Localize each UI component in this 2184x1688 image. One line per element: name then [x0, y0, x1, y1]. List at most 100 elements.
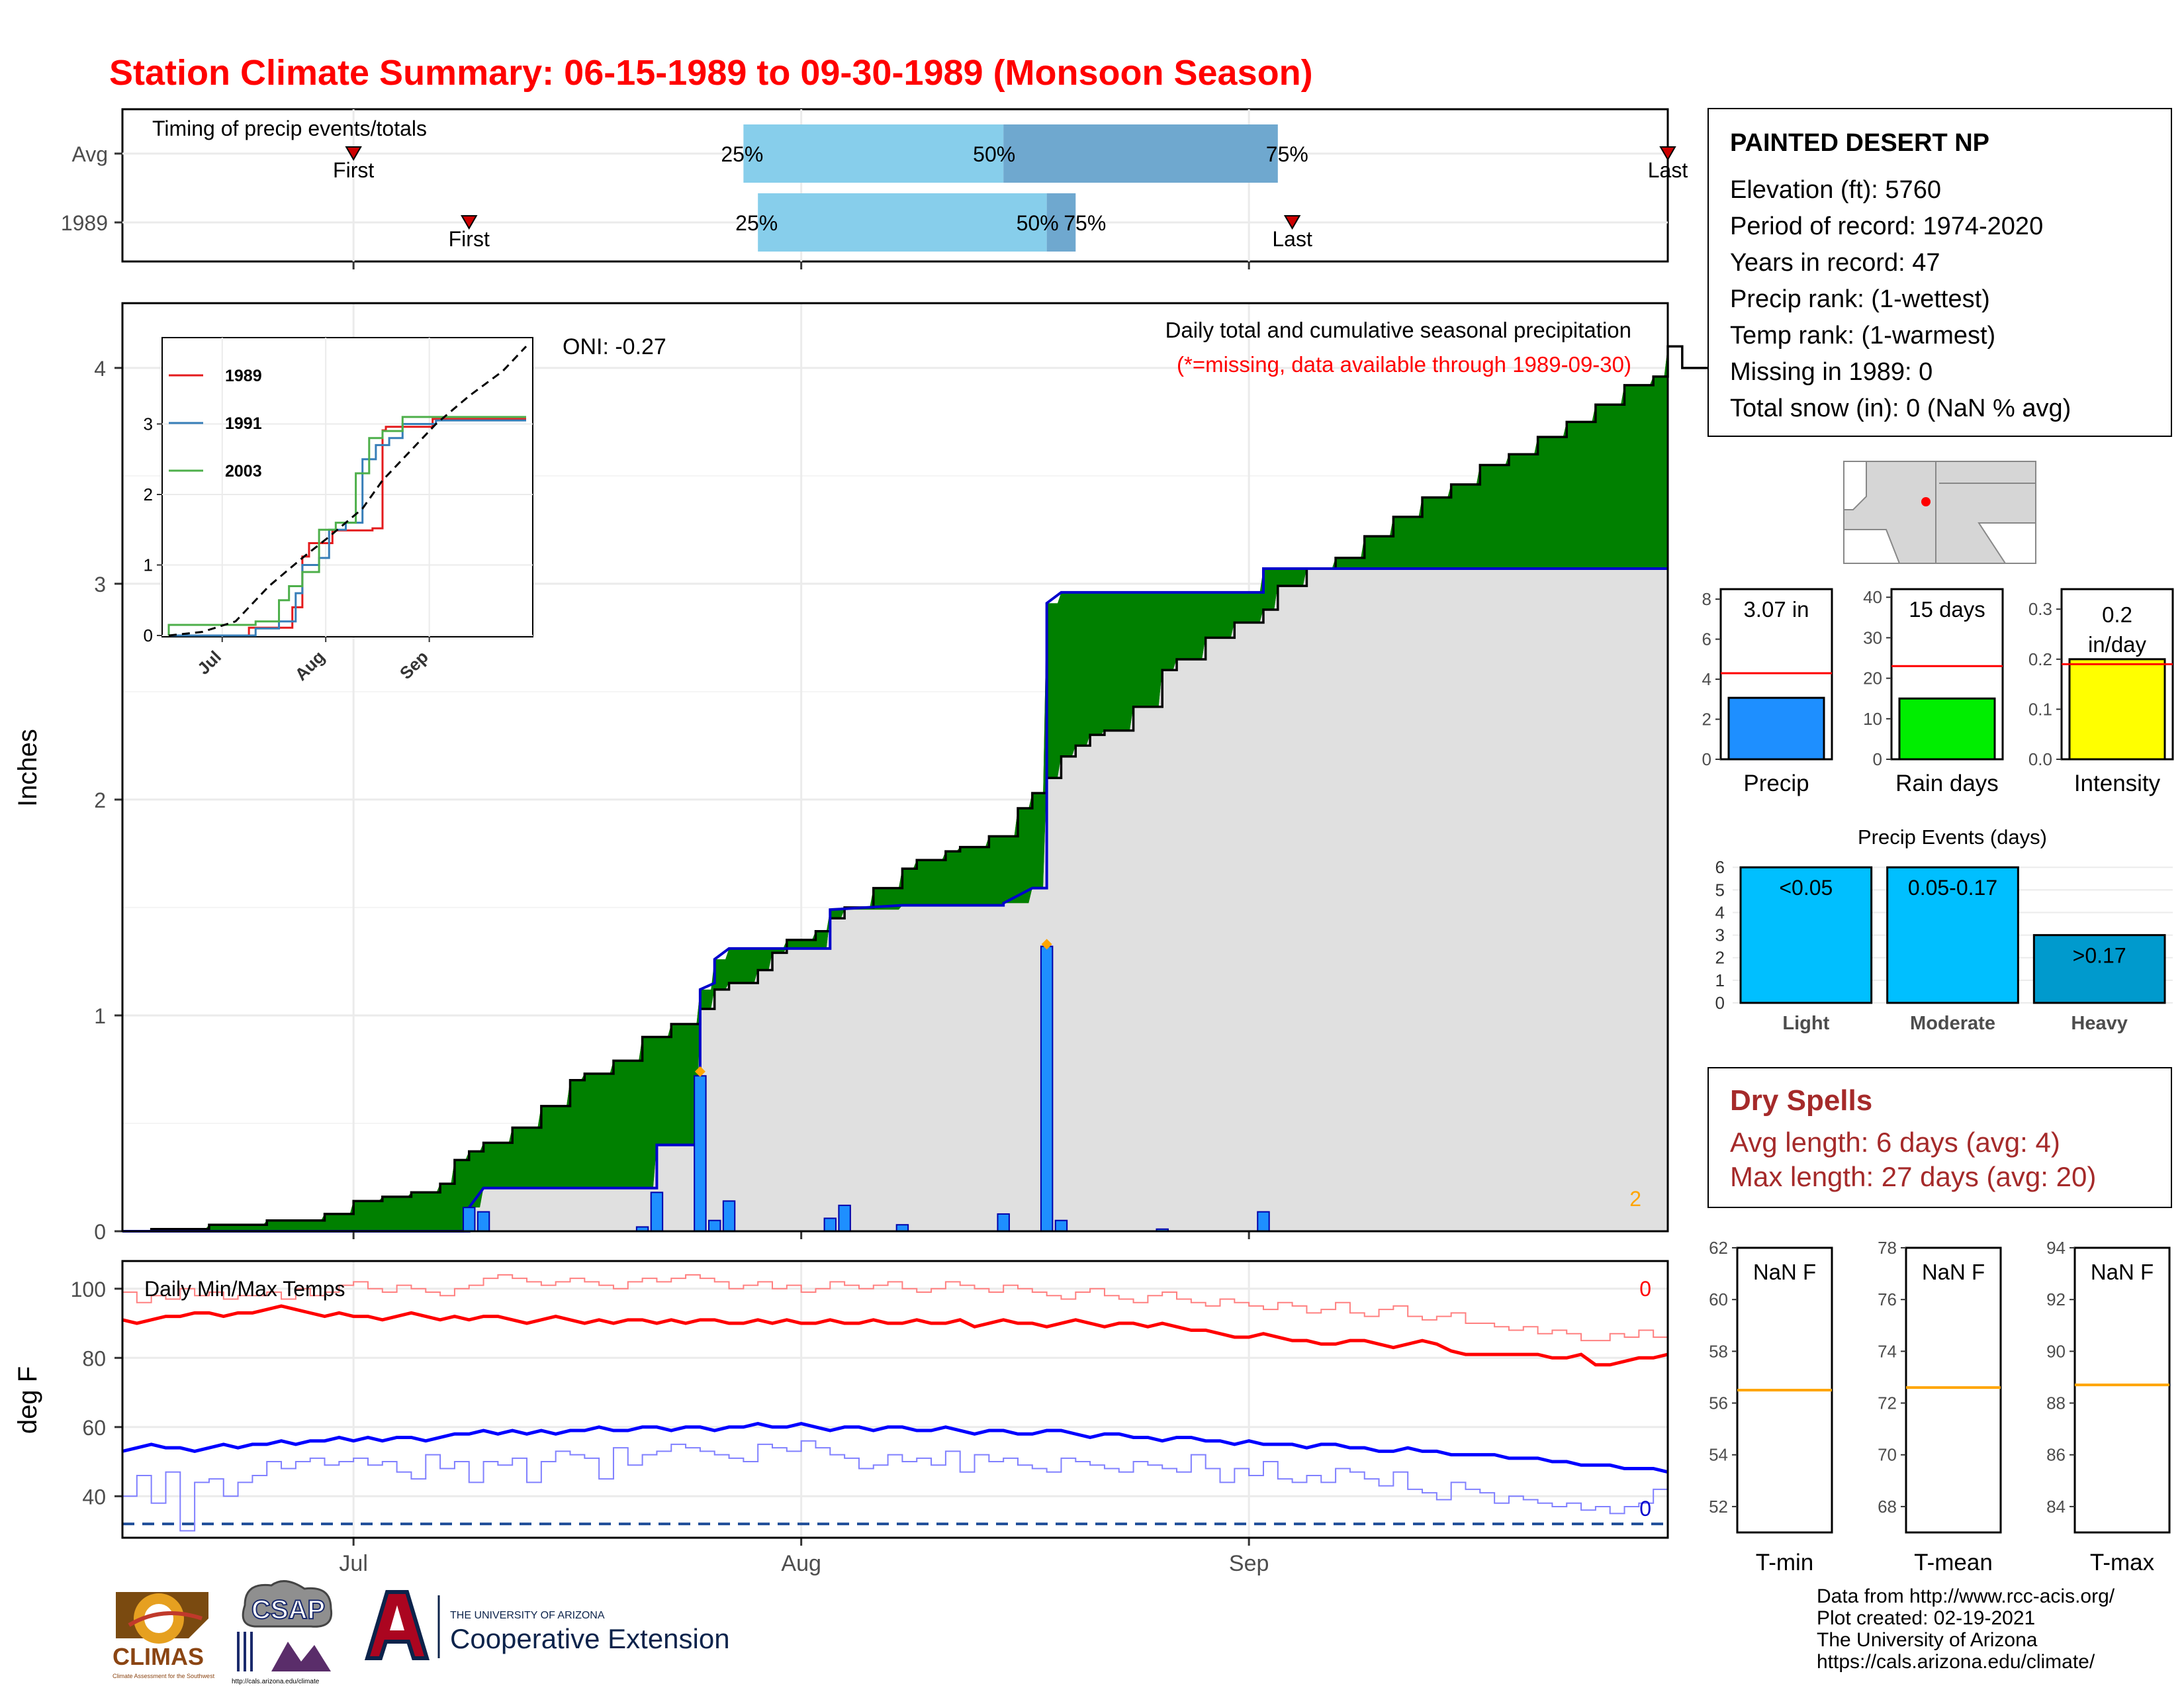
observed-max-temp-line — [122, 1274, 1668, 1342]
temp-panel-y-tick-label: 86 — [2046, 1445, 2066, 1465]
seasonal-value-label: 0.2 — [2102, 602, 2132, 627]
inset-legend-label: 2003 — [225, 462, 262, 481]
seasonal-bar-intensity — [2068, 658, 2166, 761]
location-map — [1843, 461, 2036, 564]
seasonal-value-label: 3.07 in — [1743, 597, 1809, 622]
csap-url: http://cals.arizona.edu/climate — [232, 1678, 320, 1685]
precip-axes: 0 1 2 3 4 — [94, 357, 1250, 1244]
timing-bar-50-75 — [1003, 124, 1278, 183]
events-y-tick-label: 2 — [1715, 948, 1725, 968]
cumulative-area — [122, 569, 1668, 1231]
temp-panel-name: T-min — [1756, 1550, 1814, 1575]
year-cumulative-line — [122, 567, 1668, 1233]
missing-max-count: 0 — [1639, 1277, 1651, 1301]
daily-precip-marker — [1041, 939, 1052, 950]
seasonal-y-tick-label: 0.0 — [2028, 749, 2052, 769]
seasonal-value-unit: in/day — [2088, 632, 2147, 657]
daily-precip-bar — [1257, 1211, 1270, 1232]
temp-y-tick-label: 100 — [71, 1278, 106, 1301]
events-y-tick-label: 1 — [1715, 970, 1725, 990]
csap-logo: CSAP http://cals.arizona.edu/climate — [232, 1580, 333, 1685]
precip-y-tick-label: 3 — [94, 573, 106, 596]
events-bar-range: >0.17 — [2073, 944, 2126, 968]
dry-spells-max: Max length: 27 days (avg: 20) — [1730, 1161, 2097, 1192]
inset-average-line — [168, 346, 527, 637]
seasonal-y-tick-label: 8 — [1702, 589, 1711, 609]
ua-wordmark-top: THE UNIVERSITY OF ARIZONA — [450, 1610, 605, 1621]
seasonal-y-tick-label: 0 — [1702, 749, 1711, 769]
timing-p50-label: 50% — [1017, 211, 1059, 235]
timing-first-marker — [345, 146, 362, 161]
logos: CLIMAS Climate Assessment for the Southw… — [113, 1580, 730, 1685]
inset-lines — [167, 346, 527, 637]
timing-p75-label: 75% — [1064, 211, 1106, 235]
precip-subtitle: Daily total and cumulative seasonal prec… — [1165, 318, 1631, 342]
seasonal-y-tick-label: 2 — [1702, 710, 1711, 729]
inset-y-tick-label: 1 — [144, 555, 153, 575]
temp-panel-frame — [1905, 1246, 2002, 1534]
temp-label: Daily Min/Max Temps — [144, 1277, 345, 1301]
seasonal-y-tick-label: 40 — [1863, 587, 1882, 607]
daily-precip-bar — [722, 1200, 736, 1233]
temp-panel-y-tick-label: 52 — [1709, 1497, 1728, 1517]
daily-precip-bar — [694, 1075, 707, 1232]
seasonal-y-tick-label: 4 — [1702, 669, 1711, 689]
station-missing: Missing in 1989: 0 — [1730, 358, 1933, 386]
events-bar-light — [1739, 866, 1873, 1004]
events-bar-name: Moderate — [1910, 1013, 1995, 1034]
timing-bar-50-75 — [1046, 193, 1076, 252]
station-info-box: PAINTED DESERT NP Elevation (ft): 5760 P… — [1707, 108, 2172, 437]
seasonal-bar-name: Rain days — [1895, 771, 1999, 796]
seasonal-y-tick-label: 20 — [1863, 669, 1882, 688]
seasonal-bar-name: Intensity — [2074, 771, 2161, 796]
temp-panel-y-tick-label: 76 — [1878, 1289, 1897, 1309]
seasonal-bar-precip — [1727, 696, 1825, 761]
daily-precip-bar — [1040, 945, 1054, 1233]
inset-y-tick-label: 0 — [144, 626, 153, 645]
temp-panel-y-tick-label: 92 — [2046, 1289, 2066, 1309]
temp-panel-y-tick-label: 78 — [1878, 1238, 1897, 1258]
timing-first-label: First — [333, 158, 374, 182]
timing-label: Timing of precip events/totals — [152, 117, 427, 140]
temp-panel-name: T-max — [2090, 1550, 2155, 1575]
oni-label: ONI: -0.27 — [563, 334, 666, 359]
events-bar-range: <0.05 — [1779, 876, 1833, 900]
temp-panel-y-tick-label: 58 — [1709, 1341, 1728, 1361]
seasonal-bars: 0 2 4 6 8 3.07 in Precip 0 10 20 30 40 15 days Rain d… — [1702, 587, 2174, 796]
daily-precip-bar — [1054, 1219, 1068, 1232]
seasonal-temp-panels: 52 54 56 58 60 62 NaN F T-min 68 70 72 74 76 78 NaN F T… — [1709, 1238, 2171, 1575]
precip-y-tick-label: 2 — [94, 788, 106, 812]
credit-university: The University of Arizona — [1817, 1629, 2038, 1651]
temp-panel-name: T-mean — [1914, 1550, 1993, 1575]
daily-precip-bar — [823, 1217, 837, 1233]
inset-legend-label: 1991 — [225, 414, 262, 433]
events-y-tick-label: 4 — [1715, 902, 1725, 922]
dry-spells-box: Dry Spells Avg length: 6 days (avg: 4) M… — [1707, 1067, 2172, 1208]
daily-precip-bar — [707, 1219, 721, 1232]
timing-p75-label: 75% — [1266, 142, 1308, 166]
precip-ylabel: Inches — [13, 729, 42, 807]
csap-wordmark: CSAP — [251, 1595, 325, 1624]
seasonal-y-tick-label: 30 — [1863, 628, 1882, 647]
daily-precip-bar — [650, 1192, 664, 1233]
inset-legend: 1989 1991 2003 — [169, 367, 262, 481]
seasonal-value-label: 15 days — [1909, 597, 1985, 622]
temp-panel-y-tick-label: 56 — [1709, 1393, 1728, 1413]
inset-legend-label: 1989 — [225, 367, 262, 385]
seasonal-y-tick-label: 0.2 — [2028, 649, 2052, 669]
seasonal-y-tick-label: 0.3 — [2028, 599, 2052, 619]
precip-y-tick-label: 0 — [94, 1220, 106, 1244]
precip-y-tick-label: 4 — [94, 357, 106, 381]
station-location-dot — [1921, 497, 1931, 506]
temp-panel-frame — [2073, 1246, 2171, 1534]
average-cumulative-line — [122, 344, 1741, 1233]
daily-precip-bar — [838, 1204, 851, 1232]
page-title: Station Climate Summary: 06-15-1989 to 0… — [109, 53, 1313, 93]
station-period: Period of record: 1974-2020 — [1730, 212, 2044, 240]
timing-bar-25-50 — [743, 124, 1004, 183]
timing-last-label: Last — [1648, 158, 1688, 182]
